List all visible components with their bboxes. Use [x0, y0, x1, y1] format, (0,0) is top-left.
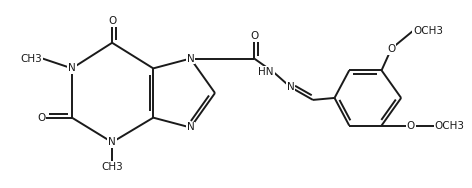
Text: HN: HN	[258, 67, 274, 77]
Text: N: N	[287, 82, 295, 92]
Text: O: O	[407, 121, 415, 130]
Text: N: N	[108, 137, 116, 147]
Text: CH3: CH3	[21, 54, 42, 64]
Text: N: N	[186, 54, 194, 64]
Text: O: O	[387, 44, 396, 54]
Text: O: O	[250, 31, 258, 41]
Text: N: N	[68, 63, 76, 73]
Text: O: O	[108, 16, 116, 26]
Text: OCH3: OCH3	[413, 26, 443, 36]
Text: O: O	[37, 113, 45, 123]
Text: OCH3: OCH3	[434, 121, 464, 130]
Text: CH3: CH3	[101, 162, 123, 172]
Text: N: N	[186, 123, 194, 133]
